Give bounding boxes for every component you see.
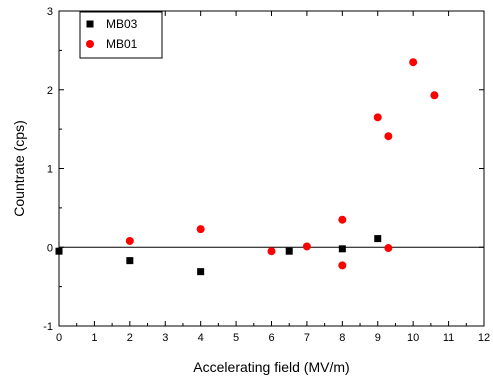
x-tick-label: 10 — [407, 332, 419, 344]
x-tick-label: 2 — [127, 332, 133, 344]
y-tick-label: 3 — [47, 6, 53, 18]
x-tick-label: 7 — [304, 332, 310, 344]
y-tick-label: -1 — [43, 321, 53, 333]
legend-marker-mb03 — [86, 20, 94, 28]
x-axis-title: Accelerating field (MV/m) — [193, 359, 349, 375]
data-point-mb03 — [55, 247, 63, 255]
data-point-mb01 — [267, 247, 276, 256]
legend-label-mb03: MB03 — [106, 17, 138, 31]
y-tick-label: 0 — [47, 242, 53, 254]
data-point-mb01 — [196, 225, 205, 234]
x-tick-label: 3 — [162, 332, 168, 344]
data-point-mb01 — [125, 236, 134, 245]
data-point-mb01 — [338, 215, 347, 224]
x-tick-label: 6 — [268, 332, 274, 344]
data-point-mb03 — [197, 268, 205, 276]
legend-label-mb01: MB01 — [106, 37, 138, 51]
legend-marker-mb01 — [86, 40, 94, 48]
x-tick-label: 8 — [339, 332, 345, 344]
data-point-mb03 — [126, 257, 134, 265]
data-point-mb01 — [430, 91, 439, 100]
data-point-mb03 — [285, 247, 293, 255]
legend-box — [79, 11, 163, 59]
data-point-mb03 — [374, 235, 382, 243]
data-point-mb01 — [338, 261, 347, 270]
x-tick-label: 1 — [91, 332, 97, 344]
data-point-mb01 — [409, 58, 418, 67]
x-tick-label: 0 — [56, 332, 62, 344]
data-point-mb01 — [373, 113, 382, 122]
data-point-mb03 — [338, 245, 346, 253]
data-point-mb01 — [302, 242, 311, 251]
x-tick-label: 4 — [198, 332, 204, 344]
data-point-mb01 — [384, 244, 393, 253]
y-tick-label: 1 — [47, 164, 53, 176]
y-axis-title: Countrate (cps) — [11, 120, 27, 216]
y-tick-label: 2 — [47, 85, 53, 97]
legend: MB03 MB01 — [79, 11, 163, 59]
x-tick-label: 5 — [233, 332, 239, 344]
x-tick-label: 9 — [375, 332, 381, 344]
data-point-mb01 — [384, 132, 393, 141]
x-tick-label: 11 — [443, 332, 454, 344]
x-tick-label: 12 — [478, 332, 490, 344]
